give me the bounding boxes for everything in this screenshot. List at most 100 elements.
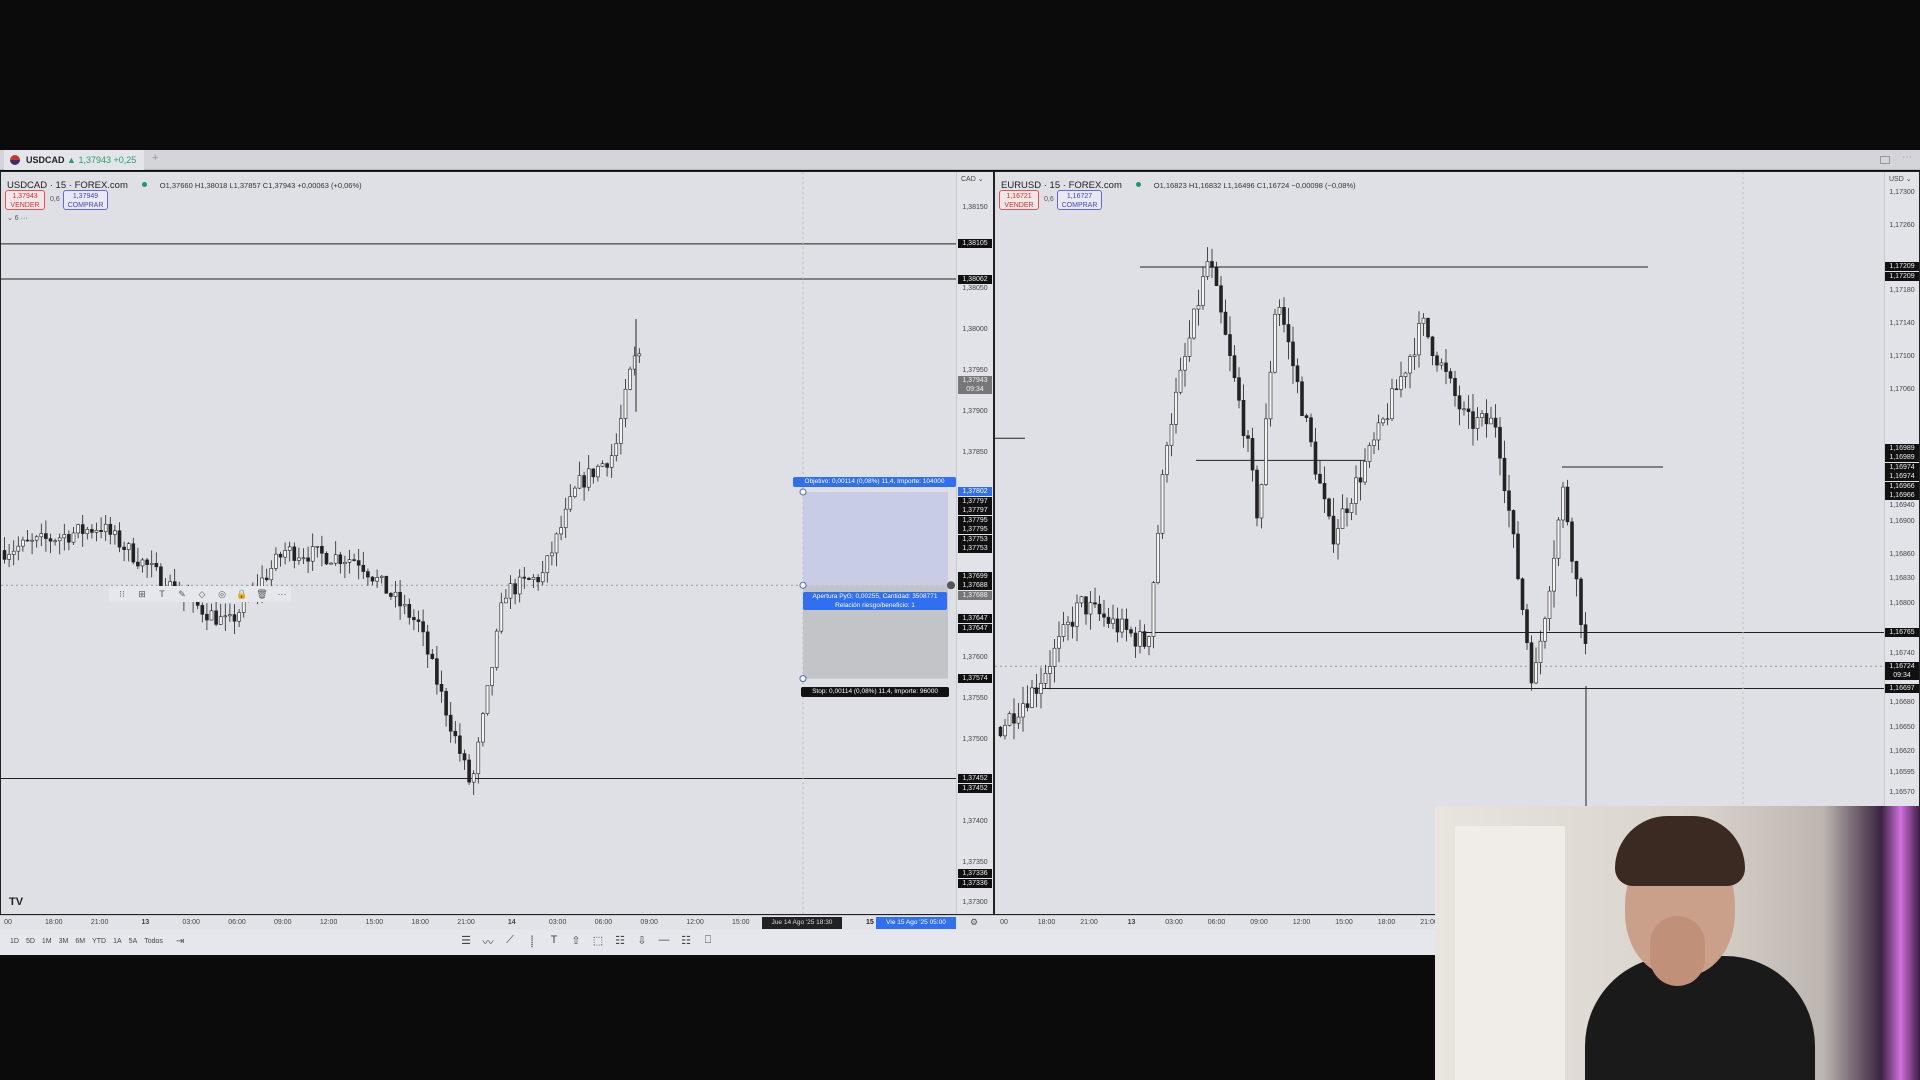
lines-tool-icon[interactable]: ☰ <box>461 935 471 947</box>
candle <box>605 463 609 468</box>
drag-handle-icon[interactable]: ⁝⁝ <box>119 588 125 599</box>
currency-selector[interactable]: USD ⌄ <box>1889 176 1912 183</box>
eurusd-price-chart[interactable] <box>995 172 1884 915</box>
range-todos[interactable]: Todos <box>144 938 163 945</box>
pencil-icon[interactable]: ✎ <box>178 588 186 599</box>
template-icon[interactable]: ⊞ <box>138 588 146 599</box>
candle <box>2 550 7 560</box>
pitchfork-tool-icon[interactable]: ⟋ <box>506 934 514 946</box>
rectangle-tool-icon[interactable]: ⬚ <box>592 935 604 947</box>
candle <box>375 577 379 582</box>
candle <box>430 653 435 659</box>
candle <box>1259 484 1264 519</box>
candle <box>1534 662 1538 684</box>
currency-selector[interactable]: CAD ⌄ <box>961 176 984 183</box>
candle <box>531 577 536 580</box>
price-label: 1,37950 <box>962 367 988 375</box>
measure-tool-icon[interactable]: — <box>658 934 670 946</box>
fib-tool-icon[interactable]: ☷ <box>615 935 625 947</box>
candle <box>1574 561 1579 580</box>
range-1d[interactable]: 1D <box>10 938 19 945</box>
symbol-title[interactable]: USDCAD · 15 · FOREX.com <box>7 180 128 191</box>
time-label: 12:00 <box>686 919 704 926</box>
more-icon[interactable]: ⋯ <box>1902 152 1912 163</box>
buy-button[interactable]: 1,37949 COMPRAR <box>63 190 108 210</box>
candle <box>1502 457 1507 492</box>
trend-tool-icon[interactable]: 〰 <box>482 937 494 949</box>
ohlc-values: O1,37660 H1,38018 L1,37857 C1,37943 +0,0… <box>159 181 362 190</box>
range-5a[interactable]: 5A <box>128 938 138 945</box>
candle <box>1106 616 1111 624</box>
price-axis[interactable]: CAD ⌄ 1,38150 1,38105 1,38062 1,38050 1,3800… <box>956 172 993 914</box>
usdcad-chart-pane[interactable]: USDCAD · 15 · FOREX.com O1,37660 H1,3801… <box>0 171 994 915</box>
goto-date-icon[interactable]: ⇥ <box>175 936 185 947</box>
sell-button[interactable]: 1,16721 VENDER <box>999 190 1039 210</box>
tab-usdcad[interactable]: USDCAD ▲ 1,37943 +0,25 × <box>4 150 144 185</box>
candle <box>1079 596 1084 604</box>
price-label: 1,16900 <box>1889 517 1915 525</box>
candle <box>1547 590 1552 619</box>
candle <box>85 529 90 534</box>
price-label: 1,37797 <box>958 506 992 516</box>
time-axis[interactable]: 00 18:00 21:00 13 03:00 06:00 09:00 12:00 15:00 1… <box>994 915 1438 930</box>
text-icon[interactable]: T <box>159 589 165 599</box>
candle <box>361 564 366 572</box>
arrow-tool-icon[interactable]: ⇩ <box>637 935 647 947</box>
tradingview-logo[interactable]: TV <box>9 896 24 908</box>
candle <box>1021 703 1025 718</box>
candle <box>269 568 274 581</box>
candle <box>333 554 338 564</box>
range-5d[interactable]: 5D <box>25 938 35 945</box>
lock-icon[interactable]: 🔒 <box>236 588 248 599</box>
candle <box>297 557 301 561</box>
candle <box>21 539 25 547</box>
candle <box>274 553 278 569</box>
symbol-title[interactable]: EURUSD · 15 · FOREX.com <box>1001 180 1122 191</box>
candle <box>1408 356 1412 374</box>
usdcad-price-chart[interactable] <box>1 172 956 915</box>
brush-tool-icon[interactable]: ⸽ <box>530 936 534 948</box>
drawing-tools: ☰ 〰 ⟋ ⸽ T ⇧ ⬚ ☷ ⇩ — ☷ ⎕ <box>455 934 719 950</box>
candle <box>1475 417 1480 429</box>
candle <box>1151 582 1156 637</box>
candle <box>103 523 108 532</box>
more-icon[interactable]: ··· <box>277 589 287 599</box>
price-label: 1,17260 <box>1889 221 1915 229</box>
candle <box>315 546 320 548</box>
new-tab-button[interactable]: + <box>152 152 159 164</box>
floating-drawing-toolbar: ⁝⁝ ⊞ T ✎ ◇ ◎ 🔒 🗑 ··· <box>109 586 291 602</box>
price-axis[interactable]: USD ⌄ 1,17300 1,17260 1,17209 1,17209 1,1718… <box>1884 172 1919 914</box>
candle <box>1457 395 1462 410</box>
text-tool-icon[interactable]: T <box>550 934 558 946</box>
countdown-label: 09:34 <box>958 384 992 394</box>
range-1a[interactable]: 1A <box>113 938 122 945</box>
shape-tool-icon[interactable]: ⇧ <box>571 935 581 947</box>
layout-icon[interactable] <box>1880 156 1890 164</box>
buy-button[interactable]: 1,16727 COMPRAR <box>1057 190 1102 210</box>
candle <box>1417 323 1421 356</box>
price-label: 1,38050 <box>962 285 988 293</box>
settings-icon[interactable]: ⚙ <box>970 917 979 927</box>
delete-icon[interactable]: 🗑 <box>256 588 268 599</box>
candle <box>402 604 407 607</box>
range-3m[interactable]: 3M <box>58 938 69 945</box>
visibility-icon[interactable]: ◎ <box>218 588 226 599</box>
candle <box>1066 621 1070 625</box>
range-ytd[interactable]: YTD <box>92 938 107 945</box>
range-1m[interactable]: 1M <box>41 938 52 945</box>
candle <box>301 557 306 560</box>
candle <box>490 667 494 686</box>
drag-handle <box>799 581 807 589</box>
eurusd-chart-pane[interactable]: EURUSD · 15 · FOREX.com O1,16823 H1,1683… <box>994 171 1920 915</box>
levels-tool-icon[interactable]: ☷ <box>681 935 691 947</box>
indicators-toggle[interactable]: ⌄ 6 ··· <box>7 215 28 222</box>
note-tool-icon[interactable]: ⎕ <box>704 934 712 946</box>
candle <box>398 591 402 607</box>
candle <box>628 368 632 390</box>
sell-button[interactable]: 1,37943 VENDER <box>5 190 45 210</box>
candle <box>1381 418 1385 424</box>
fill-icon[interactable]: ◇ <box>198 588 206 599</box>
time-axis[interactable]: Jue 14 Ago '25 18:30 15 Vie 15 Ago '25 0… <box>0 915 994 930</box>
range-6m[interactable]: 6M <box>75 938 86 945</box>
time-label: 21:00 <box>457 919 475 926</box>
